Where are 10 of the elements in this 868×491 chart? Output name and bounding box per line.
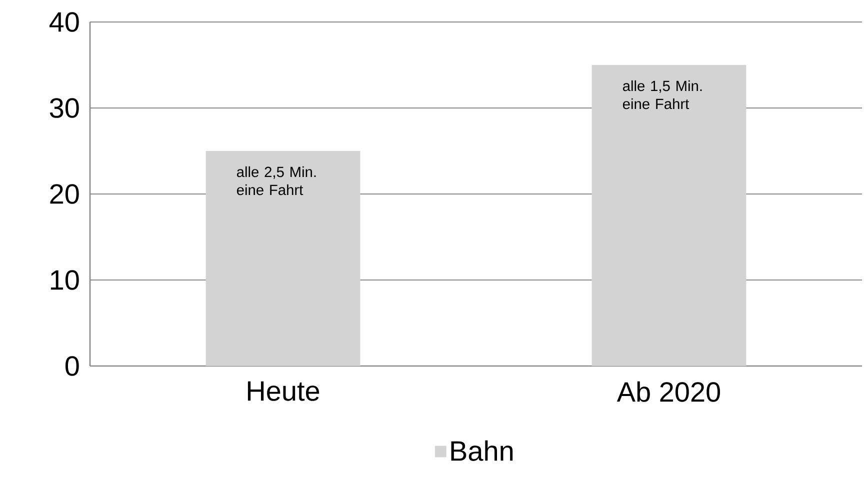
x-tick-label: Heute bbox=[248, 381, 320, 401]
y-tick-label: 20 bbox=[50, 184, 79, 204]
annotation: alle 2,5 Min. eine Fahrt bbox=[236, 166, 316, 196]
annotation: alle 1,5 Min. eine Fahrt bbox=[622, 80, 702, 110]
legend-label: Bahn bbox=[451, 440, 513, 461]
y-tick-label: 40 bbox=[49, 12, 79, 32]
x-tick-label: Ab 2020 bbox=[616, 381, 720, 402]
y-tick-label: 0 bbox=[65, 356, 79, 376]
y-tick-label: 10 bbox=[50, 270, 79, 290]
y-tick-label: 30 bbox=[50, 98, 79, 118]
